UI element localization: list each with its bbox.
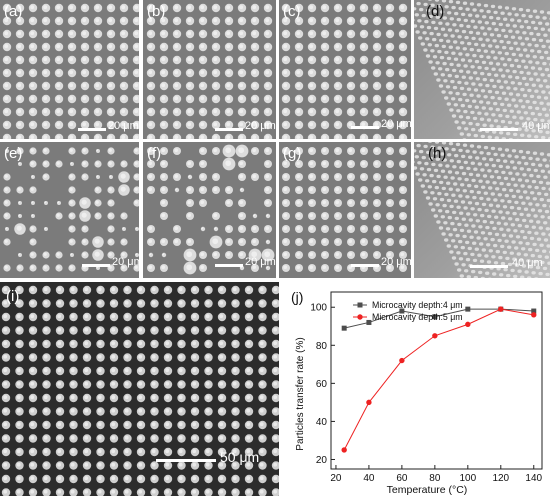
x-tick-label-0: 20 — [330, 473, 342, 484]
series-1-point-5 — [498, 306, 503, 311]
scale-bar-label-i: 50 μm — [220, 449, 259, 465]
legend-marker-0 — [358, 303, 363, 308]
scale-bar-label-a: 20 μm — [108, 120, 139, 132]
texture-a — [0, 0, 139, 139]
panel-label-d: (d) — [426, 3, 444, 20]
texture-b — [143, 0, 276, 139]
y-tick-label-0: 20 — [316, 455, 328, 466]
sem-panel-e: (e) 20 μm — [0, 142, 139, 278]
x-tick-label-6: 140 — [525, 473, 542, 484]
series-0-point-4 — [465, 307, 470, 312]
x-tick-label-3: 80 — [429, 473, 441, 484]
scale-bar-label-d: 40 μm — [522, 120, 550, 132]
panel-label-h: (h) — [428, 145, 446, 162]
transfer-rate-chart: (j) Particles transfer rate (%) Temperat… — [283, 282, 550, 496]
y-tick-label-1: 40 — [316, 417, 328, 428]
series-1-point-3 — [432, 333, 437, 338]
chart-svg: (j) Particles transfer rate (%) Temperat… — [283, 282, 550, 496]
series-0-point-1 — [366, 320, 371, 325]
panel-label-e: (e) — [4, 145, 22, 162]
legend-entry-1: Microcavity depth:5 μm — [372, 312, 463, 322]
y-tick-label-2: 60 — [316, 379, 328, 390]
series-line-1 — [344, 309, 534, 450]
series-1-point-1 — [366, 400, 371, 405]
x-tick-label-2: 60 — [396, 473, 408, 484]
series-0-point-0 — [342, 326, 347, 331]
sem-panel-b: (b) 20 μm — [143, 0, 276, 139]
scale-bar-label-c: 20 μm — [381, 118, 411, 130]
series-1-point-6 — [531, 312, 536, 317]
scale-bar-label-e: 20 μm — [112, 256, 139, 268]
sem-panel-f: (f) 20 μm — [143, 142, 276, 278]
sem-panel-i: (i) 50 μm — [0, 282, 279, 496]
panel-label-a: (a) — [4, 3, 22, 20]
scale-bar-label-b: 20 μm — [245, 120, 276, 132]
y-axis-label: Particles transfer rate (%) — [295, 337, 306, 450]
sem-panel-d: (d) 40 μm — [414, 0, 550, 139]
x-tick-label-1: 40 — [363, 473, 375, 484]
x-axis-label: Temperature (°C) — [387, 484, 468, 496]
sem-panel-c: (c) 20 μm — [279, 0, 411, 139]
sem-image-d — [414, 0, 550, 139]
legend-marker-1 — [357, 314, 362, 319]
panel-label-c: (c) — [283, 3, 301, 20]
scale-bar-label-f: 20 μm — [245, 256, 276, 268]
texture-d — [414, 0, 550, 139]
y-tick-label-3: 80 — [316, 341, 328, 352]
sem-image-a — [0, 0, 139, 139]
scale-bar-label-g: 20 μm — [381, 256, 411, 268]
scale-bar-label-h: 40 μm — [512, 257, 543, 269]
panel-label-j: (j) — [291, 289, 303, 305]
series-1-point-4 — [465, 322, 470, 327]
series-1-point-2 — [399, 358, 404, 363]
sem-panel-a: (a) 20 μm — [0, 0, 139, 139]
x-tick-label-4: 100 — [459, 473, 476, 484]
series-1-point-0 — [341, 447, 346, 452]
panel-label-g: (g) — [283, 145, 301, 162]
legend-entry-0: Microcavity depth:4 μm — [372, 300, 463, 310]
panel-label-f: (f) — [147, 145, 161, 162]
x-tick-label-5: 120 — [492, 473, 509, 484]
panel-label-i: (i) — [6, 288, 19, 305]
sem-panel-h: (h) 40 μm — [414, 142, 550, 278]
y-tick-label-4: 100 — [310, 303, 327, 314]
sem-image-b — [143, 0, 276, 139]
sem-panel-g: (g) 20 μm — [279, 142, 411, 278]
panel-label-b: (b) — [147, 3, 165, 20]
